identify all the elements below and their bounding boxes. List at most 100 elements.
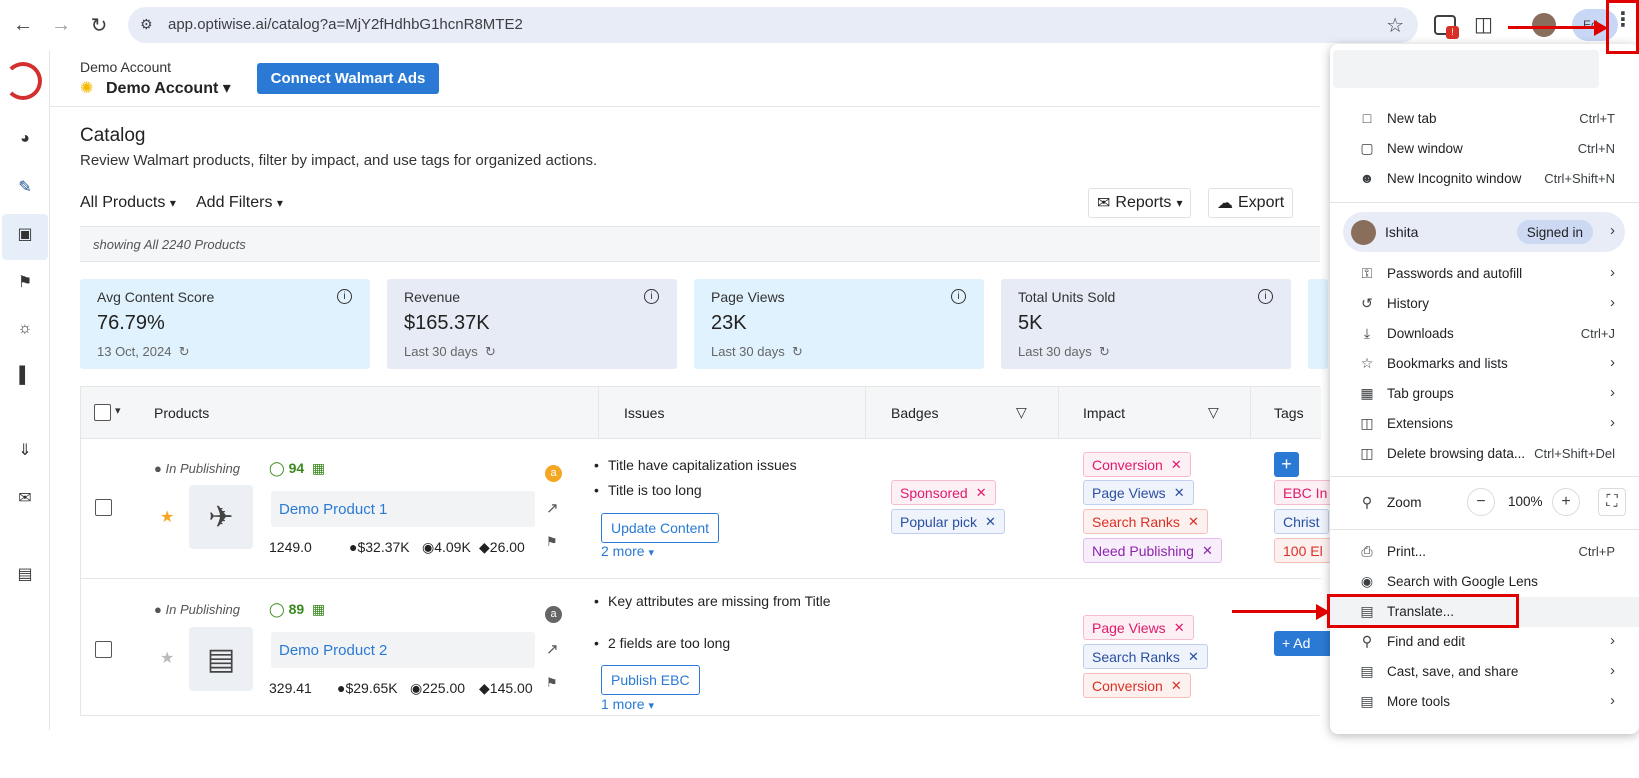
table-header: ▾ Products Issues Badges ▽ Impact ▽ Tags bbox=[81, 387, 1321, 439]
menu-item-passwords[interactable]: ⚿ Passwords and autofill › bbox=[1330, 259, 1639, 289]
badges-filter-icon[interactable]: ▽ bbox=[1016, 404, 1027, 420]
remove-icon[interactable]: ✕ bbox=[1173, 484, 1185, 500]
remove-icon[interactable]: ✕ bbox=[985, 513, 996, 529]
inbox-icon[interactable]: ▤ bbox=[17, 566, 33, 583]
chrome-menu-icon[interactable]: ⋮ bbox=[1613, 9, 1633, 31]
browser-toolbar: ← → ↻ ⚙ app.optiwise.ai/catalog?a=MjY2fH… bbox=[0, 0, 1639, 50]
menu-item-find-edit[interactable]: ⚲ Find and edit › bbox=[1330, 627, 1639, 657]
external-link-icon[interactable]: ↗ bbox=[546, 500, 559, 517]
menu-item-bookmarks[interactable]: ☆ Bookmarks and lists › bbox=[1330, 349, 1639, 379]
favorite-star-icon[interactable]: ★ bbox=[160, 650, 175, 667]
amazon-icon[interactable]: a bbox=[545, 465, 562, 482]
menu-item-delete-data[interactable]: ◫ Delete browsing data... Ctrl+Shift+Del bbox=[1330, 439, 1639, 469]
menu-item-incognito[interactable]: ☻ New Incognito window Ctrl+Shift+N bbox=[1330, 164, 1639, 194]
publish-ebc-button[interactable]: Publish EBC bbox=[601, 665, 700, 695]
amazon-icon[interactable]: a bbox=[545, 606, 562, 623]
menu-item-extensions[interactable]: ◫ Extensions › bbox=[1330, 409, 1639, 439]
profile-avatar bbox=[1351, 220, 1376, 245]
lightbulb-icon[interactable]: ☼ bbox=[17, 320, 33, 337]
add-tag-button[interactable]: + bbox=[1274, 452, 1299, 477]
refresh-icon[interactable]: ↻ bbox=[791, 344, 803, 359]
profile-name: Ishita bbox=[1385, 224, 1419, 240]
menu-item-new-window[interactable]: ▢ New window Ctrl+N bbox=[1330, 134, 1639, 164]
archive-icon[interactable]: ▣ bbox=[17, 226, 33, 243]
refresh-icon[interactable]: ↻ bbox=[178, 344, 190, 359]
caret-down-icon[interactable]: ▾ bbox=[115, 405, 121, 417]
profile-avatar[interactable] bbox=[1532, 13, 1556, 37]
dashboard-icon[interactable]: ◕ bbox=[20, 130, 30, 147]
walmart-spark-icon: ✺ bbox=[80, 80, 94, 97]
remove-icon[interactable]: ✕ bbox=[1170, 456, 1182, 472]
extension-alert-icon[interactable]: ! bbox=[1434, 15, 1459, 39]
bookmark-star-icon[interactable]: ☆ bbox=[1386, 15, 1404, 37]
favorite-star-icon[interactable]: ★ bbox=[160, 509, 175, 526]
site-info-icon[interactable]: ⚙ bbox=[140, 16, 153, 32]
product-thumbnail[interactable]: ▤ bbox=[189, 627, 253, 691]
remove-icon[interactable]: ✕ bbox=[1170, 677, 1182, 693]
puzzle-icon: ◫ bbox=[1360, 415, 1374, 431]
back-icon[interactable]: ← bbox=[13, 13, 33, 36]
image-icon[interactable]: ▦ bbox=[311, 601, 326, 617]
menu-profile-row[interactable]: Ishita Signed in › bbox=[1343, 212, 1625, 252]
reports-button[interactable]: ✉ Reports ▾ bbox=[1088, 188, 1192, 218]
product-name-link[interactable]: Demo Product 2 bbox=[271, 632, 535, 668]
url-text[interactable]: app.optiwise.ai/catalog?a=MjY2fHdhbG1hcn… bbox=[168, 16, 523, 33]
bar-chart-icon[interactable]: ▌ bbox=[19, 367, 31, 384]
refresh-icon[interactable]: ↻ bbox=[1098, 344, 1110, 359]
remove-icon[interactable]: ✕ bbox=[1201, 542, 1213, 558]
more-issues-link[interactable]: 1 more ▾ bbox=[601, 696, 654, 712]
row-checkbox[interactable] bbox=[95, 641, 112, 658]
metric-card-units-sold: Total Units Sold i 5K Last 30 days ↻ bbox=[1001, 279, 1291, 369]
megaphone-icon[interactable]: ⚑ bbox=[546, 534, 558, 549]
remove-icon[interactable]: ✕ bbox=[1173, 619, 1185, 635]
annotation-arrow-head bbox=[1316, 604, 1330, 620]
add-filters-dropdown[interactable]: Add Filters ▾ bbox=[196, 194, 283, 212]
menu-item-new-tab[interactable]: □ New tab Ctrl+T bbox=[1330, 104, 1639, 134]
export-button[interactable]: ☁ Export bbox=[1208, 188, 1294, 218]
select-all-checkbox[interactable] bbox=[94, 404, 111, 421]
toolbox-icon: ▤ bbox=[1360, 693, 1374, 709]
info-icon[interactable]: i bbox=[644, 289, 659, 304]
remove-icon[interactable]: ✕ bbox=[1187, 648, 1199, 664]
product-thumbnail[interactable]: ✈ bbox=[189, 485, 253, 549]
menu-item-cast-save-share[interactable]: ▤ Cast, save, and share › bbox=[1330, 657, 1639, 687]
row-checkbox[interactable] bbox=[95, 499, 112, 516]
zoom-out-button[interactable]: − bbox=[1467, 488, 1495, 516]
info-icon[interactable]: i bbox=[951, 289, 966, 304]
fullscreen-icon[interactable]: ⛶ bbox=[1598, 488, 1626, 516]
impact-filter-icon[interactable]: ▽ bbox=[1208, 404, 1219, 420]
refresh-icon[interactable]: ↻ bbox=[484, 344, 496, 359]
info-icon[interactable]: i bbox=[337, 289, 352, 304]
menu-item-google-lens[interactable]: ◉ Search with Google Lens bbox=[1330, 567, 1639, 597]
zoom-in-button[interactable]: + bbox=[1552, 488, 1580, 516]
megaphone-icon[interactable]: ⚑ bbox=[17, 274, 33, 291]
image-icon[interactable]: ▦ bbox=[311, 460, 326, 476]
export-label: Export bbox=[1238, 194, 1285, 211]
remove-icon[interactable]: ✕ bbox=[975, 484, 987, 500]
menu-item-translate[interactable]: ▤ Translate... bbox=[1330, 597, 1639, 627]
connect-walmart-ads-button[interactable]: Connect Walmart Ads bbox=[257, 63, 439, 94]
menu-item-history[interactable]: ↺ History › bbox=[1330, 289, 1639, 319]
all-products-dropdown[interactable]: All Products ▾ bbox=[80, 194, 176, 212]
address-bar[interactable]: ⚙ app.optiwise.ai/catalog?a=MjY2fHdhbG1h… bbox=[128, 7, 1418, 43]
update-content-button[interactable]: Update Content bbox=[601, 513, 720, 543]
extensions-puzzle-icon[interactable]: ◫ bbox=[1474, 14, 1493, 36]
add-tag-button[interactable]: + Ad bbox=[1274, 631, 1334, 656]
menu-item-more-tools[interactable]: ▤ More tools › bbox=[1330, 687, 1639, 717]
optiwise-logo[interactable] bbox=[4, 62, 42, 100]
mail-icon[interactable]: ✉ bbox=[18, 490, 32, 507]
catalog-icon[interactable]: ✎ bbox=[18, 179, 32, 196]
product-name-link[interactable]: Demo Product 1 bbox=[271, 491, 535, 527]
info-icon[interactable]: i bbox=[1258, 289, 1273, 304]
import-icon[interactable]: ⇓ bbox=[18, 442, 32, 459]
remove-icon[interactable]: ✕ bbox=[1187, 513, 1199, 529]
more-issues-link[interactable]: 2 more ▾ bbox=[601, 543, 654, 559]
menu-item-tab-groups[interactable]: ▦ Tab groups › bbox=[1330, 379, 1639, 409]
external-link-icon[interactable]: ↗ bbox=[546, 641, 559, 658]
megaphone-icon[interactable]: ⚑ bbox=[546, 675, 558, 690]
account-selector[interactable]: Demo Account ▾ bbox=[106, 78, 231, 98]
menu-item-print[interactable]: ⎙ Print... Ctrl+P bbox=[1330, 537, 1639, 567]
reload-icon[interactable]: ↻ bbox=[90, 14, 108, 37]
menu-item-downloads[interactable]: ⤓ Downloads Ctrl+J bbox=[1330, 319, 1639, 349]
forward-icon[interactable]: → bbox=[51, 13, 71, 36]
